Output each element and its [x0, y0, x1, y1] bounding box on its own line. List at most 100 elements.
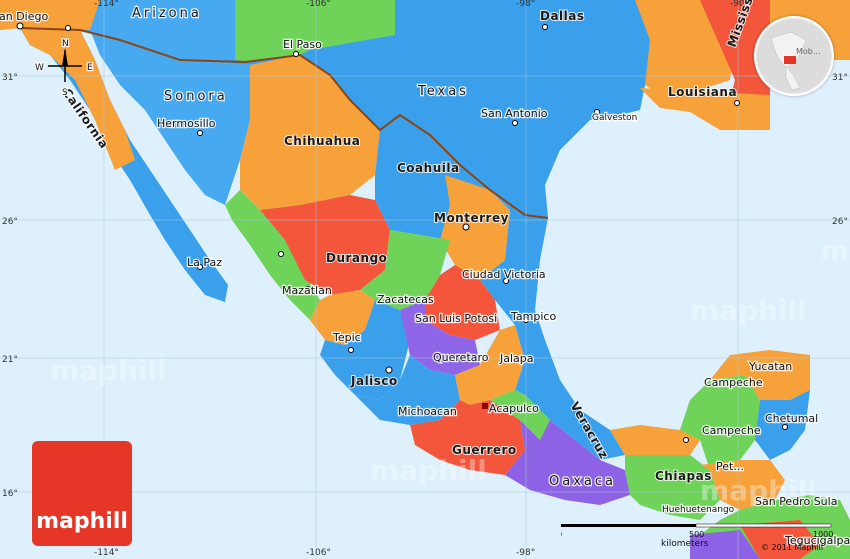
veracruz-region — [515, 310, 625, 460]
lon-label: -106° — [306, 548, 331, 558]
michoacan-region — [355, 355, 460, 425]
scale-bar: 0 500 1000 kilometers © 2011 Maphill — [557, 521, 833, 552]
city-label-queretaro: Queretaro — [433, 351, 489, 364]
watermark: maphill — [690, 294, 807, 327]
watermark: maphill — [700, 474, 817, 507]
nayarit-region — [310, 290, 375, 345]
sonora-region — [90, 30, 250, 205]
state-label-zacatecas: Zacatecas — [377, 293, 434, 306]
city-label-acapulco: Acapulco — [489, 402, 539, 415]
state-label-slp: San Luis Potosi — [415, 312, 497, 325]
state-label-coahuila: Coahuila — [397, 161, 460, 175]
city-label-mazatlan: Mazatlan — [282, 284, 332, 297]
city-label-la-paz: La Paz — [187, 256, 222, 269]
new-mexico-region — [235, 0, 395, 62]
puebla-region — [490, 390, 550, 440]
globe-label: Mob... — [796, 47, 821, 56]
guanajuato-region — [400, 300, 480, 375]
state-label-oaxaca: Oaxaca — [549, 474, 616, 489]
lon-label: -106° — [306, 0, 331, 9]
label-peten: Pet... — [716, 460, 744, 473]
city-label-huehuetenango: Huehuetenango — [662, 505, 735, 515]
yucatan-region — [710, 350, 810, 400]
guatemala-region — [700, 460, 785, 510]
copyright: © 2011 Maphill — [761, 543, 823, 551]
logo-text: maphill — [36, 509, 128, 534]
slp-region — [425, 265, 500, 340]
city-label-ciudad-victoria: Ciudad Victoria — [462, 268, 546, 281]
city-label-san-pedro-sula: San Pedro Sula — [755, 495, 837, 508]
state-label-chiapas: Chiapas — [655, 469, 712, 483]
lat-label: 26° — [2, 217, 18, 227]
state-label-durango: Durango — [326, 251, 387, 265]
state-label-yucatan: Yucatan — [748, 360, 792, 373]
state-label-chihuahua: Chihuahua — [284, 134, 360, 148]
tabasco-region — [610, 425, 700, 455]
campeche-region — [680, 375, 760, 470]
city-label-dallas: Dallas — [540, 9, 585, 23]
city-label-galveston: Galveston — [592, 113, 637, 123]
city-label-monterrey: Monterrey — [434, 211, 509, 225]
california-region — [0, 0, 100, 30]
lat-label: 21° — [2, 355, 18, 365]
compass-w: W — [35, 63, 44, 73]
state-label-sonora: Sonora — [164, 89, 228, 104]
compass-e: E — [87, 63, 93, 73]
watermark: maphill — [50, 354, 167, 387]
city-label-tegucigalpa: Tegucigalpa — [784, 534, 850, 547]
scale-mid: 500 — [689, 530, 704, 539]
zacatecas-region — [360, 230, 450, 310]
lon-label: -114° — [94, 548, 119, 558]
state-label-jalisco: Jalisco — [350, 374, 398, 388]
sinaloa-region — [225, 190, 320, 320]
central-region — [455, 325, 525, 405]
state-label-campeche: Campeche — [702, 424, 761, 437]
city-label-tepic: Tepic — [332, 331, 361, 344]
scale-start: 0 — [561, 530, 562, 539]
lon-label: -98° — [516, 548, 535, 558]
watermark: maphill — [820, 234, 850, 267]
baja-north — [20, 28, 135, 170]
quintana-roo-region — [755, 390, 810, 460]
maphill-logo[interactable]: maphill — [32, 441, 132, 546]
state-label-michoacan: Michoacan — [398, 405, 457, 418]
lat-label: 16° — [2, 489, 18, 499]
lon-label: -98° — [516, 0, 535, 9]
mississippi-region — [700, 0, 770, 100]
chiapas-region — [625, 455, 720, 520]
arizona-region — [90, 0, 235, 60]
el-salvador-region — [690, 530, 760, 559]
nuevo-leon-region — [440, 175, 510, 280]
city-label-campeche: Campeche — [704, 376, 763, 389]
locator-globe: Mob... — [754, 16, 834, 96]
us-mexico-border — [19, 27, 549, 219]
scale-end: 1000 — [813, 530, 833, 539]
jalisco-region — [320, 300, 410, 400]
louisiana-coast — [640, 88, 770, 130]
city-label-chetumal: Chetumal — [765, 412, 818, 425]
state-label-guerrero: Guerrero — [452, 443, 517, 457]
state-label-arizona: Arizona — [132, 6, 202, 21]
watermark: maphill — [370, 454, 487, 487]
lon-label: -90° — [730, 0, 749, 9]
central-america-region — [740, 520, 820, 559]
globe-icon: Mob... — [757, 19, 831, 93]
city-label-hermosillo: Hermosillo — [157, 117, 216, 130]
lat-label: 31° — [2, 73, 18, 83]
compass-rose: N S E W — [34, 38, 95, 100]
city-markers — [16, 22, 788, 443]
lat-label: 26° — [832, 217, 848, 227]
city-label-san-antonio: San Antonio — [481, 107, 548, 120]
tamaulipas-region — [480, 190, 548, 325]
lat-label: 31° — [832, 73, 848, 83]
city-label-tampico: Tampico — [510, 310, 556, 323]
compass-n: N — [62, 39, 69, 49]
lon-label: -114° — [94, 0, 119, 9]
scale-unit: kilometers — [661, 539, 709, 549]
city-label-san-diego: San Diego — [0, 10, 48, 23]
state-label-texas: Texas — [417, 84, 469, 99]
city-label-jalapa: Jalapa — [499, 352, 534, 365]
capital-marker — [482, 403, 488, 409]
